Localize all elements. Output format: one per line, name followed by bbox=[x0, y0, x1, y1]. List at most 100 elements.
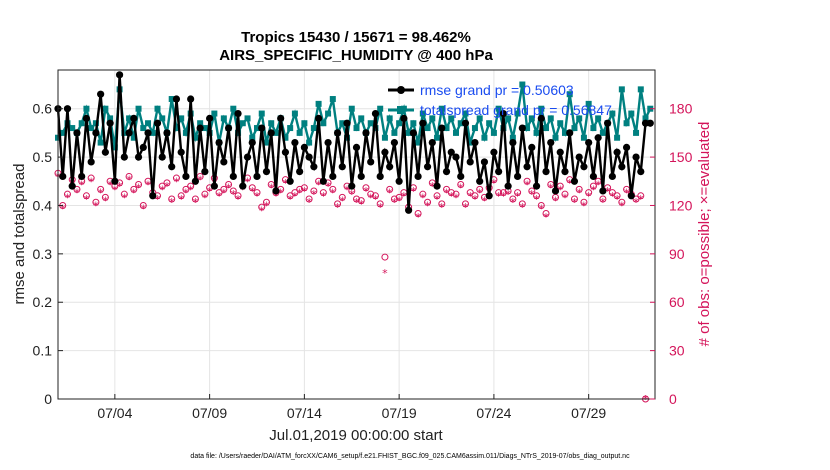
obs-evaluated-marker: * bbox=[155, 193, 161, 206]
rmse-point bbox=[191, 177, 200, 185]
totalspread-point bbox=[121, 129, 128, 136]
totalspread-point bbox=[197, 120, 204, 127]
obs-possible-marker bbox=[87, 174, 95, 182]
rmse-point bbox=[371, 109, 380, 118]
obs-evaluated-marker: * bbox=[103, 195, 109, 208]
obs-evaluated-marker: * bbox=[164, 180, 170, 193]
rmse-point bbox=[390, 138, 399, 147]
grid-lines bbox=[58, 70, 655, 400]
rmse-point bbox=[547, 138, 555, 147]
obs-possible-marker bbox=[125, 172, 133, 180]
y-axis-label: rmse and totalspread bbox=[11, 164, 28, 305]
obs-possible-marker bbox=[291, 189, 299, 197]
obs-evaluated-marker: * bbox=[60, 203, 66, 216]
totalspread-point bbox=[495, 105, 502, 112]
totalspread-point bbox=[614, 134, 621, 141]
totalspread-point bbox=[126, 115, 133, 122]
rmse-point bbox=[92, 129, 100, 137]
obs-possible-marker bbox=[82, 192, 90, 200]
y-tick-label: 0.2 bbox=[33, 294, 53, 310]
x-axis-label: Jul.01,2019 00:00:00 start bbox=[269, 427, 443, 444]
obs-evaluated-marker: * bbox=[84, 193, 90, 206]
obs-possible-marker bbox=[139, 201, 147, 209]
obs-evaluated-marker: * bbox=[444, 187, 450, 200]
totalspread-point bbox=[481, 134, 488, 141]
totalspread-point bbox=[301, 120, 308, 127]
totalspread-point bbox=[457, 120, 464, 127]
rmse-point bbox=[206, 114, 214, 122]
rmse-point bbox=[433, 182, 441, 190]
totalspread-point bbox=[263, 139, 270, 146]
obs-evaluated-marker: * bbox=[387, 187, 393, 200]
rmse-point bbox=[438, 124, 446, 132]
rmse-point bbox=[556, 148, 564, 156]
legend: rmse grand pr = 0.50603 totalspread gran… bbox=[388, 82, 612, 118]
obs-evaluated-marker: * bbox=[358, 198, 364, 211]
rmse-point bbox=[585, 138, 593, 147]
rmse-point bbox=[537, 114, 545, 122]
obs-possible-marker bbox=[120, 190, 128, 198]
rmse-point bbox=[78, 172, 86, 181]
right-y-tick-label: 150 bbox=[669, 149, 693, 165]
obs-possible-marker bbox=[248, 184, 256, 192]
rmse-point bbox=[106, 119, 114, 127]
obs-possible-marker bbox=[267, 181, 275, 189]
obs-possible-marker bbox=[215, 189, 223, 197]
obs-possible-marker bbox=[234, 192, 242, 200]
obs-evaluated-marker: * bbox=[501, 190, 507, 203]
totalspread-point bbox=[585, 100, 592, 107]
obs-evaluated-marker: * bbox=[524, 179, 530, 192]
obs-evaluated-marker: * bbox=[216, 190, 222, 203]
obs-evaluated-marker: * bbox=[283, 177, 289, 190]
obs-evaluated-marker: * bbox=[434, 193, 440, 206]
obs-evaluated-marker: * bbox=[396, 195, 402, 208]
totalspread-point bbox=[415, 139, 422, 146]
rmse-point bbox=[153, 119, 162, 127]
obs-possible-marker bbox=[357, 197, 365, 205]
rmse-point bbox=[196, 124, 204, 132]
obs-possible-marker bbox=[613, 192, 621, 200]
totalspread-point bbox=[438, 105, 445, 112]
obs-evaluated-marker: * bbox=[534, 193, 540, 206]
rmse-point bbox=[490, 148, 498, 156]
obs-evaluated-marker: * bbox=[193, 196, 199, 209]
rmse-series bbox=[54, 71, 654, 214]
obs-possible-marker bbox=[585, 189, 593, 197]
rmse-point bbox=[471, 138, 479, 147]
rmse-point bbox=[570, 177, 579, 185]
rmse-point bbox=[561, 168, 569, 176]
rmse-point bbox=[134, 153, 143, 161]
rmse-point bbox=[608, 172, 616, 181]
rmse-point bbox=[310, 163, 318, 171]
totalspread-point bbox=[282, 134, 289, 141]
rmse-point bbox=[532, 182, 541, 190]
totalspread-point bbox=[561, 129, 568, 136]
rmse-point bbox=[97, 90, 105, 98]
y-tick-label: 0.6 bbox=[33, 101, 53, 117]
rmse-point bbox=[622, 143, 631, 152]
totalspread-point bbox=[358, 115, 365, 122]
rmse-point bbox=[480, 158, 489, 166]
obs-evaluated-marker: * bbox=[548, 182, 554, 195]
obs-possible-marker bbox=[371, 192, 379, 200]
right-y-axis-ticks: 0 30 60 90 120 150 180 bbox=[650, 101, 693, 407]
totalspread-point bbox=[78, 120, 85, 127]
obs-possible-marker bbox=[604, 184, 612, 192]
totalspread-point bbox=[453, 129, 459, 136]
obs-possible-marker bbox=[443, 185, 451, 193]
obs-possible-marker bbox=[599, 195, 607, 203]
obs-evaluated-marker: * bbox=[226, 182, 232, 195]
obs-evaluated-marker: * bbox=[624, 187, 630, 200]
obs-possible-marker bbox=[225, 181, 233, 189]
y-tick-label: 0 bbox=[44, 391, 52, 407]
obs-evaluated-marker: * bbox=[401, 190, 407, 203]
obs-possible-marker bbox=[561, 190, 569, 198]
obs-possible-marker bbox=[63, 190, 71, 198]
rmse-point bbox=[386, 163, 394, 171]
obs-possible-marker bbox=[471, 192, 479, 200]
rmse-point bbox=[551, 187, 560, 195]
rmse-point bbox=[243, 153, 252, 161]
totalspread-point bbox=[386, 115, 393, 122]
obs-evaluated-marker: * bbox=[264, 199, 270, 212]
totalspread-point bbox=[201, 125, 208, 132]
